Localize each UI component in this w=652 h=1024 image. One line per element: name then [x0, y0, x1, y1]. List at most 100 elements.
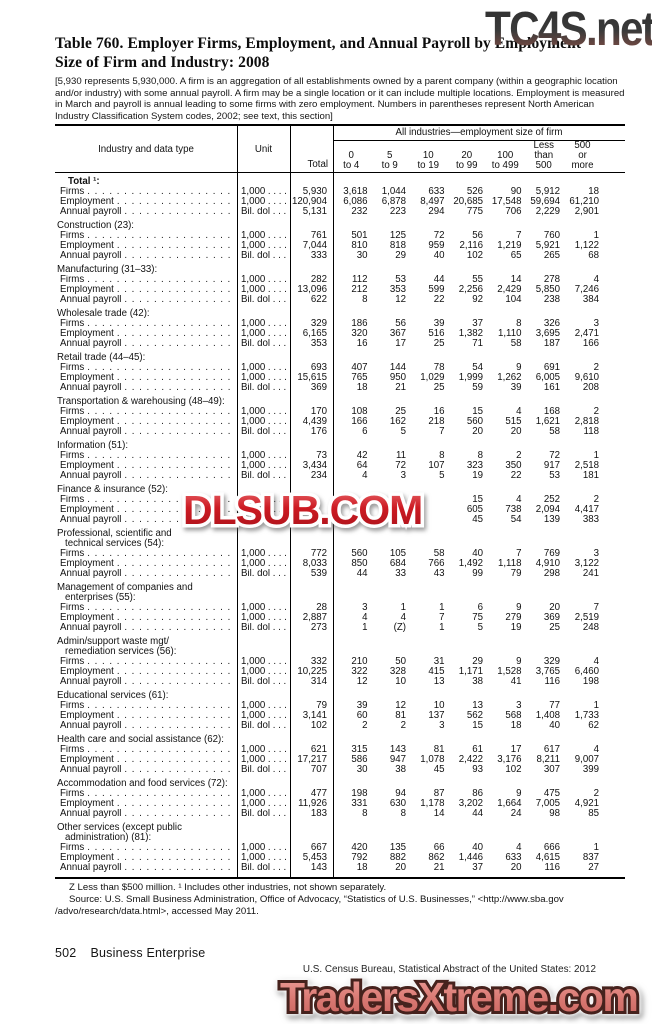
row-label-cell: Employment: [55, 285, 237, 295]
section-heading: Wholesale trade (42):: [57, 308, 150, 320]
unit-cell: Bil. dol . . .: [241, 863, 287, 874]
value-cell: 14: [510, 274, 522, 286]
value-cell: 279: [505, 612, 522, 624]
table-row: Firms 1,000 . . . . 170 108 25 16 15 4 168 2: [55, 407, 625, 417]
value-cell: 6,460: [574, 666, 599, 678]
document-content: Table 760. Employer Firms, Employment, a…: [55, 34, 625, 917]
value-cell: 15: [472, 720, 483, 732]
value-cell: 166: [351, 416, 368, 428]
value-cell: 10,225: [297, 666, 327, 678]
table-row: Employment 1,000 . . . . 5,453 792 882 862 1,4…: [55, 853, 625, 863]
table-row: Employment 1,000 . . . . 11,926 331 630 1,178…: [55, 799, 625, 809]
value-cell: 633: [428, 186, 445, 198]
value-cell: 294: [428, 206, 445, 218]
value-cell: 107: [428, 460, 445, 472]
row-label-cell: Annual payroll: [55, 863, 237, 873]
value-cell: 322: [351, 666, 368, 678]
census-attribution: U.S. Census Bureau, Statistical Abstract…: [302, 964, 596, 975]
value-cell: 71: [472, 338, 483, 350]
value-cell: 87: [433, 788, 445, 800]
value-cell: 5,921: [535, 240, 560, 252]
table-header: Industry and data type Unit Total All in…: [55, 126, 625, 174]
value-cell: 1: [593, 842, 599, 854]
value-cell: 58: [433, 548, 445, 560]
value-cell: 1,382: [458, 328, 483, 340]
value-cell: 29: [472, 656, 483, 668]
dot-leader: [87, 363, 233, 373]
table-row: Annual payroll Bil. dol . . . 333 30 29 40 102…: [55, 251, 625, 261]
value-cell: 24: [510, 808, 522, 820]
value-cell: [333, 495, 372, 505]
value-cell: 586: [351, 754, 368, 766]
value-cell: 60: [356, 710, 368, 722]
value-cell: 28: [316, 602, 327, 614]
dot-leader: [117, 711, 233, 721]
value-cell: 2,256: [458, 284, 483, 296]
dot-leader: [87, 843, 233, 853]
row-label: Firms: [60, 451, 85, 462]
row-label-cell: Firms: [55, 319, 237, 329]
value-cell: 7,005: [535, 798, 560, 810]
value-cell: 45: [472, 514, 483, 526]
value-cell: 116: [544, 862, 560, 874]
value-cell: 8: [516, 318, 522, 330]
unit-cell: 1,000 . . . .: [241, 451, 287, 462]
value-cell: 2,429: [497, 284, 522, 296]
value-cell: 161: [543, 382, 560, 394]
row-label: Employment: [60, 329, 114, 340]
row-label: Annual payroll: [60, 295, 122, 306]
size-column-header: Less than 500: [533, 140, 554, 172]
dot-leader: [87, 789, 233, 799]
value-cell: 137: [428, 710, 445, 722]
value-cell: 2,116: [459, 240, 483, 252]
value-cell: 90: [510, 186, 522, 198]
value-cell: 769: [543, 548, 560, 560]
value-cell: 125: [389, 230, 406, 242]
column-rule: [237, 126, 238, 878]
value-cell: 12: [395, 294, 406, 306]
value-cell: 353: [389, 284, 406, 296]
table-row: Firms 1,000 . . . . 282 112 53 44 55 14 278 4: [55, 275, 625, 285]
section-heading: Management of companies and: [57, 582, 193, 594]
value-cell: 4: [593, 656, 599, 668]
table-row: Employment 1,000 . . . . 15,615 765 950 1,029…: [55, 373, 625, 383]
table-row: Annual payroll Bil. dol . . . 353 16 17 25 71 5…: [55, 339, 625, 349]
value-cell: 1: [593, 700, 599, 712]
row-label-cell: Employment: [55, 461, 237, 471]
section-heading: Educational services (61):: [57, 690, 169, 702]
row-label-cell: Annual payroll: [55, 383, 237, 393]
industry-section: Educational services (61):Firms 1,000 . .…: [55, 691, 625, 731]
row-label: Employment: [60, 373, 114, 384]
value-cell: 3,695: [535, 328, 560, 340]
value-cell: 17,548: [491, 196, 522, 208]
dot-leader: [124, 295, 233, 305]
value-cell: 62: [588, 720, 599, 732]
value-cell: 350: [505, 460, 522, 472]
value-cell: 37: [472, 318, 483, 330]
watermark-tradersxtreme-fill: TradersXtreme.com: [280, 974, 639, 1020]
unit-cell: 1,000 . . . .: [241, 197, 287, 208]
value-cell: 13: [433, 676, 445, 688]
value-cell: 772: [310, 548, 327, 560]
row-label: Firms: [60, 407, 85, 418]
table-760: Industry and data type Unit Total All in…: [55, 124, 625, 880]
column-rule: [333, 126, 334, 878]
table-row: Employment 1,000 . . . . 605 738 2,094 4,417: [55, 505, 625, 515]
unit-cell: 1,000 . . . .: [241, 329, 287, 340]
row-label: Annual payroll: [60, 721, 122, 732]
value-cell: 4,439: [302, 416, 327, 428]
dot-leader: [124, 339, 233, 349]
header-size-labels: 0 to 4 5 to 9 10 to 19 20 to 99 100 to 499 Le…: [333, 141, 625, 173]
value-cell: [372, 515, 411, 525]
table-row: Annual payroll Bil. dol . . . 707 30 38 45 93 1…: [55, 765, 625, 775]
table-row: Firms 1,000 . . . . 761 501 125 72 56 7 760 1: [55, 231, 625, 241]
value-cell: 2: [516, 450, 522, 462]
value-cell: 3,141: [302, 710, 327, 722]
value-cell: 959: [428, 240, 445, 252]
value-cell: 39: [433, 318, 445, 330]
table-row: Employment 1,000 . . . . 10,225 322 328 415 1,…: [55, 667, 625, 677]
value-cell: 8: [362, 294, 368, 306]
value-cell: 45: [433, 764, 445, 776]
value-cell: 9,610: [574, 372, 599, 384]
value-cell: 37: [472, 862, 483, 874]
